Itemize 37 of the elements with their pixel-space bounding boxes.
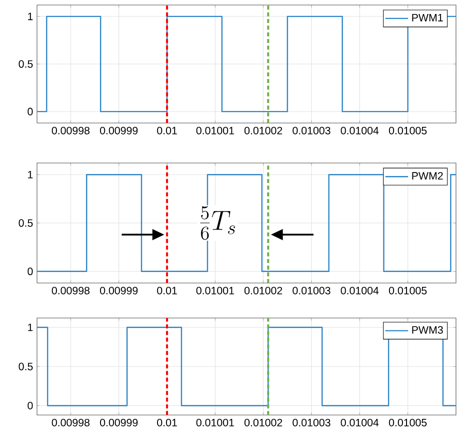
legend-label: PWM1 [412, 14, 443, 22]
x-tick-label: 0.01002 [244, 418, 282, 426]
y-tick-label: 1 [28, 170, 33, 178]
legend-label: PWM3 [412, 326, 443, 334]
x-tick-label: 0.01005 [388, 418, 427, 426]
x-tick-label: 0.01001 [196, 286, 234, 294]
y-tick-label: 0.5 [18, 219, 33, 227]
x-tick-label: 0.01 [157, 286, 177, 294]
x-tick-label: 0.00998 [52, 286, 90, 294]
x-tick-label: 0.00999 [100, 418, 138, 426]
x-tick-label: 0.01 [157, 126, 177, 134]
y-tick-label: 0 [28, 402, 33, 410]
x-tick-label: 0.01002 [244, 286, 282, 294]
legend-label: PWM2 [412, 172, 443, 180]
y-tick-label: 1 [28, 12, 33, 20]
y-tick-label: 0.5 [18, 362, 33, 370]
x-tick-label: 0.01004 [340, 418, 379, 426]
y-tick-label: 0.5 [18, 60, 33, 68]
x-tick-label: 0.01001 [196, 418, 234, 426]
y-tick-label: 1 [28, 324, 33, 332]
x-tick-label: 0.01003 [292, 418, 330, 426]
x-tick-label: 0.01001 [196, 126, 234, 134]
x-tick-label: 0.01004 [340, 286, 379, 294]
x-tick-label: 0.01 [157, 418, 177, 426]
x-tick-label: 0.01003 [292, 126, 330, 134]
x-tick-label: 0.01005 [388, 126, 427, 134]
x-tick-label: 0.00999 [100, 126, 138, 134]
x-tick-label: 0.01002 [244, 126, 282, 134]
y-tick-label: 0 [28, 268, 33, 276]
x-tick-label: 0.00998 [52, 126, 90, 134]
x-tick-label: 0.01003 [292, 286, 330, 294]
x-tick-label: 0.00999 [100, 286, 138, 294]
x-tick-label: 0.01004 [340, 126, 379, 134]
annotation: $\frac{5}{6}T_s$ [200, 206, 235, 240]
y-tick-label: 0 [28, 108, 33, 116]
x-tick-label: 0.01005 [388, 286, 427, 294]
x-tick-label: 0.00998 [52, 418, 90, 426]
